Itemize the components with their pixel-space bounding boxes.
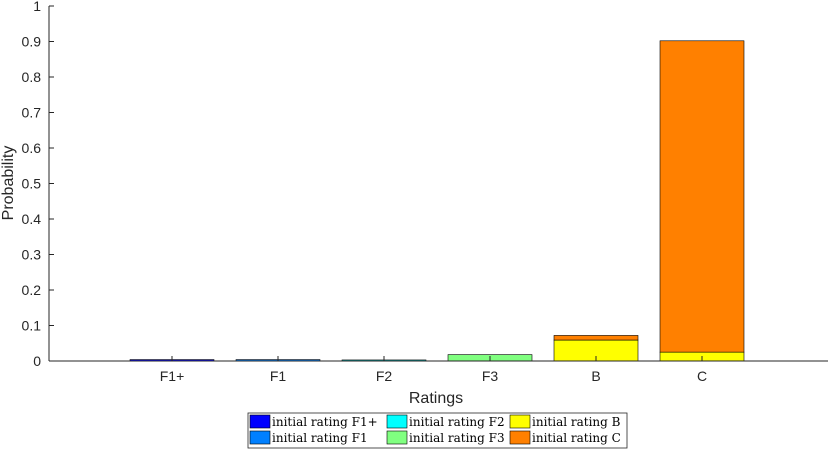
bar-C-series-5 — [659, 40, 745, 353]
y-tick-label: 0.2 — [22, 282, 42, 298]
bar-B-series-5 — [553, 335, 639, 341]
y-tick-label: 0 — [33, 353, 41, 369]
y-ticks-group: 0 0.1 0.2 0.3 0.4 0.5 0.6 0.7 0.8 0.9 1 — [22, 0, 54, 369]
legend-entry-label: initial rating F1+ — [272, 415, 378, 429]
legend-swatch — [509, 414, 531, 429]
x-tick-label-F1: F1 — [270, 368, 287, 384]
x-tick-label-C: C — [697, 368, 707, 384]
legend-swatch — [386, 430, 408, 445]
x-ticks-group: F1+ F1 F2 F3 B C — [160, 356, 707, 384]
legend: initial rating F1+ initial rating F1 initi… — [247, 412, 628, 449]
x-tick-label-F3: F3 — [482, 368, 499, 384]
y-tick-label: 0.3 — [22, 247, 42, 263]
legend-swatch — [386, 414, 408, 429]
y-tick-label: 0.5 — [22, 176, 42, 192]
legend-entry-label: initial rating B — [532, 415, 621, 429]
y-tick-label: 0.8 — [22, 69, 42, 85]
legend-swatch — [509, 430, 531, 445]
x-axis-label: Ratings — [409, 390, 463, 407]
legend-swatch — [249, 430, 271, 445]
bars-group — [129, 40, 745, 362]
y-tick-label: 0.9 — [22, 34, 42, 50]
y-tick-label: 0.1 — [22, 318, 42, 334]
y-tick-label: 0.4 — [22, 211, 42, 227]
legend-box — [247, 412, 628, 449]
legend-swatch — [249, 414, 271, 429]
legend-entry-label: initial rating F1 — [272, 431, 368, 445]
x-tick-label-F2: F2 — [376, 368, 393, 384]
y-tick-label: 0.6 — [22, 140, 42, 156]
legend-entry-label: initial rating F2 — [409, 415, 505, 429]
legend-entry-label: initial rating C — [532, 431, 621, 445]
legend-entry-label: initial rating F3 — [409, 431, 505, 445]
x-tick-label-B: B — [591, 368, 600, 384]
y-tick-label: 0.7 — [22, 105, 42, 121]
x-tick-label-F1+: F1+ — [160, 368, 185, 384]
y-tick-label: 1 — [33, 0, 41, 14]
y-axis-label: Probability — [0, 146, 17, 221]
